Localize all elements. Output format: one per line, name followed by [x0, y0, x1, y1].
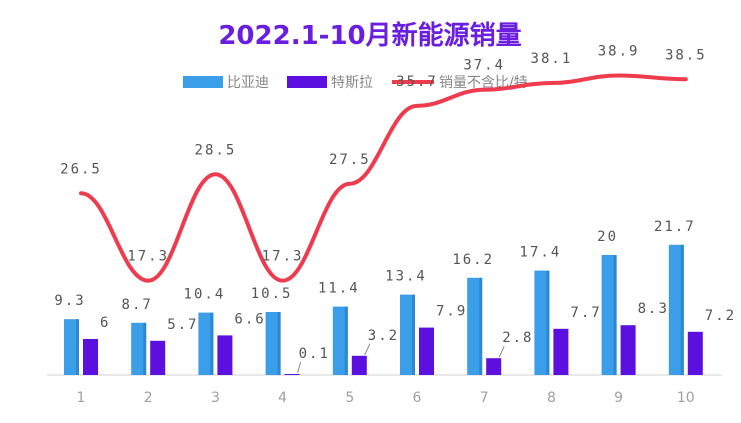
bar-tesla-10	[687, 331, 703, 375]
bar-byd-1	[64, 319, 79, 375]
bars-layer	[64, 244, 703, 375]
x-tick-6: 6	[413, 390, 422, 406]
label-byd-3: 10.4	[184, 287, 226, 303]
x-tick-8: 8	[547, 390, 556, 406]
bar-byd-edge-7	[479, 277, 483, 375]
label-byd-10: 21.7	[654, 219, 696, 235]
label-line-10: 38.5	[665, 47, 707, 63]
label-tesla-6: 7.9	[436, 304, 467, 320]
line-layer	[79, 73, 688, 283]
chart-title: 2022.1-10月新能源销量	[218, 20, 521, 51]
label-tesla-1: 6	[100, 315, 110, 331]
label-tesla-2: 5.7	[167, 317, 198, 333]
label-tesla-10: 7.2	[705, 308, 736, 324]
bar-byd-edge-8	[546, 270, 550, 375]
leader-line-tesla-4	[297, 361, 302, 374]
bar-byd-edge-2	[143, 322, 147, 375]
bar-tesla-9	[620, 325, 636, 375]
bar-byd-9	[601, 255, 617, 375]
label-byd-4: 10.5	[251, 286, 293, 302]
bar-byd-edge-6	[412, 294, 415, 375]
label-line-6: 35.7	[396, 74, 438, 90]
x-tick-2: 2	[144, 390, 153, 406]
bar-tesla-4	[284, 374, 300, 375]
label-line-3: 28.5	[195, 142, 237, 158]
label-tesla-4: 0.1	[299, 346, 330, 362]
bar-byd-5	[332, 306, 348, 375]
legend-swatch-1	[183, 76, 223, 88]
bar-byd-edge-10	[680, 244, 684, 375]
label-line-5: 27.5	[329, 152, 371, 168]
label-line-4: 17.3	[262, 249, 304, 265]
legend-label-2: 特斯拉	[331, 75, 373, 91]
label-byd-5: 11.4	[318, 281, 360, 297]
bar-byd-2	[131, 322, 147, 375]
label-tesla-7: 2.8	[502, 330, 533, 346]
bar-tesla-5	[351, 355, 367, 375]
x-tick-4: 4	[278, 390, 287, 406]
bar-tesla-2	[150, 340, 166, 375]
x-tick-3: 3	[211, 390, 220, 406]
label-byd-2: 8.7	[122, 297, 153, 313]
bar-byd-6	[400, 294, 415, 375]
label-line-8: 38.1	[531, 51, 573, 67]
x-tick-1: 1	[77, 390, 86, 406]
label-line-7: 37.4	[463, 58, 505, 74]
label-tesla-5: 3.2	[368, 328, 399, 344]
label-byd-9: 20	[597, 229, 618, 245]
legend-label-1: 比亚迪	[227, 75, 269, 91]
label-byd-6: 13.4	[385, 269, 427, 285]
bar-byd-edge-3	[210, 312, 214, 375]
label-tesla-3: 6.6	[234, 311, 265, 327]
bar-byd-4	[265, 312, 281, 375]
label-line-2: 17.3	[127, 249, 169, 265]
label-line-1: 26.5	[60, 161, 102, 177]
bar-byd-8	[534, 270, 550, 375]
label-byd-8: 17.4	[520, 245, 562, 261]
label-byd-7: 16.2	[452, 252, 494, 268]
leader-line-tesla-5	[364, 343, 371, 356]
bar-tesla-8	[553, 328, 569, 375]
bar-byd-10	[668, 244, 684, 375]
bar-byd-edge-9	[613, 255, 617, 375]
bar-tesla-6	[419, 327, 434, 375]
label-tesla-8: 7.7	[570, 305, 601, 321]
x-tick-7: 7	[480, 390, 489, 406]
leader-line-tesla-7	[498, 345, 505, 358]
x-tick-9: 9	[614, 390, 623, 406]
x-tick-labels: 1 2 3 4 5 6 7 8 9 10	[77, 390, 695, 406]
label-byd-1: 9.3	[54, 293, 85, 309]
series-line-others	[79, 73, 688, 283]
bar-byd-edge-5	[344, 306, 348, 375]
bar-byd-7	[467, 277, 483, 375]
label-tesla-9: 8.3	[638, 301, 669, 317]
x-tick-10: 10	[677, 390, 695, 406]
bar-byd-3	[198, 312, 214, 375]
label-line-9: 38.9	[598, 43, 640, 59]
bar-byd-edge-4	[277, 312, 281, 375]
bar-tesla-7	[486, 358, 502, 375]
x-tick-5: 5	[345, 390, 354, 406]
bar-tesla-1	[83, 339, 98, 375]
bar-tesla-3	[217, 335, 233, 375]
labels-layer: 9.3 6 26.5 8.7 5.7 17.3 10.4 6.6 28.5 10.5 0.1 17.3…	[54, 43, 736, 374]
bar-byd-edge-1	[76, 319, 79, 375]
legend-swatch-2	[287, 76, 327, 88]
